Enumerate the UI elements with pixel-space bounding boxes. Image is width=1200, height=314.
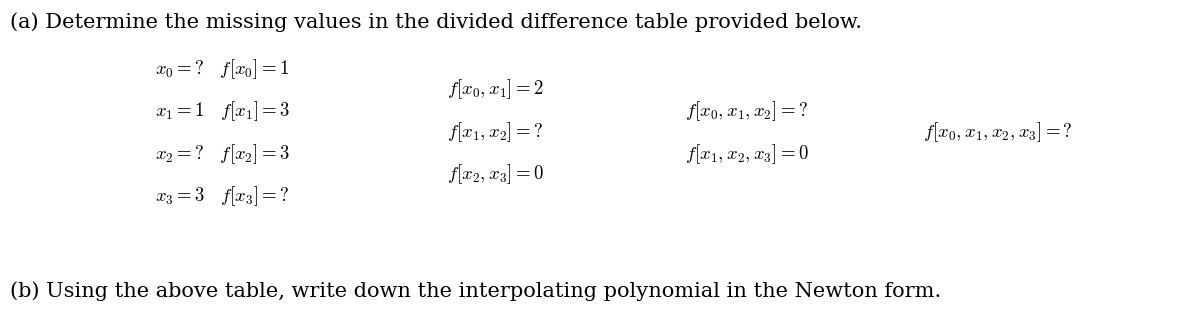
Text: (a) Determine the missing values in the divided difference table provided below.: (a) Determine the missing values in the … [10,13,862,32]
Text: $f[x_0, x_1] = 2$: $f[x_0, x_1] = 2$ [446,78,544,101]
Text: $f[x_1, x_2, x_3] = 0$: $f[x_1, x_2, x_3] = 0$ [685,142,809,166]
Text: $x_2 = ?\quad f[x_2] = 3$: $x_2 = ?\quad f[x_2] = 3$ [155,142,289,166]
Text: $x_3 = 3\quad f[x_3] = ?$: $x_3 = 3\quad f[x_3] = ?$ [155,184,289,208]
Text: $x_1 = 1\quad f[x_1] = 3$: $x_1 = 1\quad f[x_1] = 3$ [155,100,290,123]
Text: $x_0 = ?\quad f[x_0] = 1$: $x_0 = ?\quad f[x_0] = 1$ [155,57,289,81]
Text: $f[x_2, x_3] = 0$: $f[x_2, x_3] = 0$ [446,162,544,186]
Text: (b) Using the above table, write down the interpolating polynomial in the Newton: (b) Using the above table, write down th… [10,282,941,301]
Text: $f[x_1, x_2] = ?$: $f[x_1, x_2] = ?$ [446,120,542,144]
Text: $f[x_0, x_1, x_2] = ?$: $f[x_0, x_1, x_2] = ?$ [685,100,808,123]
Text: $f[x_0, x_1, x_2, x_3] = ?$: $f[x_0, x_1, x_2, x_3] = ?$ [923,120,1073,144]
